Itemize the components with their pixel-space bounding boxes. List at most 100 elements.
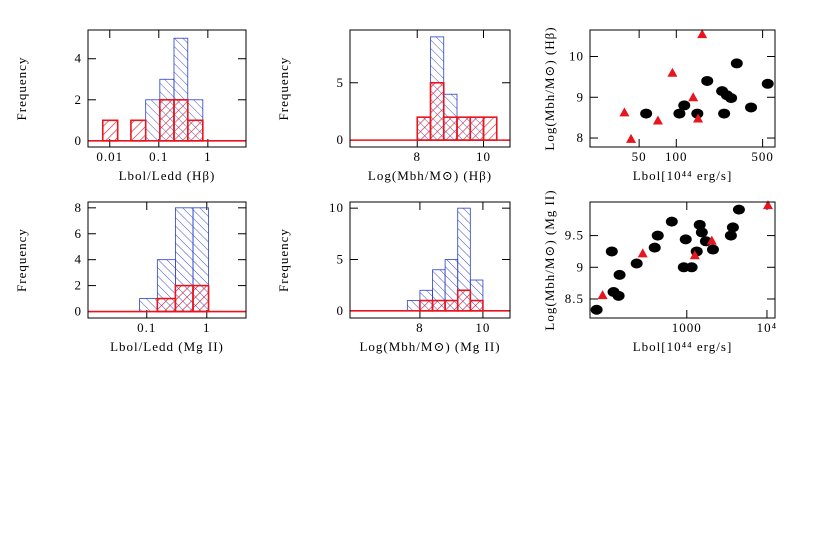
- plot-frame: [589, 201, 776, 319]
- y-tick-label: 0: [75, 304, 83, 319]
- x-tick-label: 8: [416, 320, 424, 335]
- point: [730, 58, 743, 69]
- plot-frame: [589, 29, 776, 148]
- y-axis-label: Log(Mbh/M⊙) (Mg II): [542, 189, 557, 330]
- y-tick-label: 9: [577, 259, 585, 274]
- x-tick-label: 10: [475, 320, 490, 335]
- y-tick-label: 8: [75, 200, 83, 215]
- histogram-bar: [156, 297, 177, 313]
- point: [637, 248, 648, 258]
- y-tick-label: 2: [75, 92, 83, 107]
- point: [688, 92, 699, 102]
- point: [706, 235, 717, 245]
- x-tick-label: 0.1: [137, 320, 156, 335]
- panel: 0.1 1 0 2 4 6 8 Lbol/Ledd (Mg II) Frequency: [14, 200, 247, 354]
- point: [762, 200, 773, 210]
- panel: 50 100 500 8 9 10 Lbol[10⁴⁴ erg/s] Log(Mbh/M⊙) …: [542, 26, 776, 183]
- y-axis-label: Frequency: [14, 228, 29, 292]
- histogram-bar: [173, 98, 189, 142]
- x-tick-label: 1000: [672, 320, 702, 335]
- point: [706, 244, 719, 255]
- point: [652, 115, 663, 125]
- x-axis-label: Lbol/Ledd (Hβ): [119, 168, 216, 183]
- x-tick-label: 50: [632, 149, 647, 164]
- point: [605, 246, 618, 257]
- point: [691, 108, 704, 119]
- x-axis-label: Lbol/Ledd (Mg II): [110, 339, 224, 354]
- point: [619, 107, 630, 117]
- y-tick-label: 9.5: [565, 228, 584, 243]
- y-tick-label: 0: [337, 303, 345, 318]
- x-tick-label: 10: [476, 149, 491, 164]
- point: [597, 290, 608, 300]
- y-axis-label: Frequency: [14, 57, 29, 121]
- point: [665, 216, 678, 227]
- y-tick-label: 6: [75, 226, 83, 241]
- y-tick-label: 4: [75, 252, 83, 267]
- y-tick-label: 8.5: [565, 291, 584, 306]
- point: [697, 29, 708, 39]
- point: [613, 269, 626, 280]
- histogram-bar: [186, 119, 204, 142]
- y-tick-label: 2: [75, 278, 83, 293]
- point: [732, 204, 745, 215]
- point: [689, 250, 700, 260]
- histogram-bar: [406, 300, 421, 312]
- point: [640, 108, 653, 119]
- histogram-bar: [130, 119, 147, 142]
- y-axis-label: Frequency: [276, 228, 291, 292]
- x-axis-label: Lbol[10⁴⁴ erg/s]: [633, 168, 733, 183]
- point: [745, 102, 758, 113]
- point: [718, 108, 731, 119]
- histogram-bar: [139, 298, 158, 312]
- histogram-bar: [469, 299, 484, 312]
- panel: 1000 10⁴ 8.5 9 9.5 Lbol[10⁴⁴ erg/s] Log(Mbh/M⊙…: [542, 189, 778, 354]
- plot-frame: [87, 29, 247, 148]
- point: [726, 222, 739, 233]
- point: [693, 219, 706, 230]
- x-tick-label: 100: [665, 149, 688, 164]
- point: [679, 234, 692, 245]
- x-axis-label: Lbol[10⁴⁴ erg/s]: [633, 339, 733, 354]
- y-tick-label: 0: [337, 132, 345, 147]
- x-tick-label: 10⁴: [757, 320, 778, 335]
- histogram-bar: [456, 289, 472, 312]
- y-axis-label: Frequency: [276, 57, 291, 121]
- y-axis-label: Log(Mbh/M⊙) (Hβ): [542, 26, 557, 150]
- x-axis-label: Log(Mbh/M⊙) (Mg II): [359, 339, 500, 354]
- point: [630, 258, 643, 269]
- histogram-bar: [159, 98, 175, 142]
- point: [612, 290, 625, 301]
- point: [693, 113, 704, 123]
- histogram-bar: [442, 116, 458, 141]
- histogram-bar: [456, 116, 472, 141]
- histogram-bar: [416, 116, 432, 141]
- panel: 8 10 0 5 Log(Mbh/M⊙) (Hβ) Frequency: [276, 29, 511, 183]
- plot-frame: [349, 201, 511, 319]
- y-tick-label: 4: [75, 51, 83, 66]
- histogram-bar: [482, 116, 498, 141]
- plot-frame: [87, 201, 247, 319]
- point: [685, 262, 698, 273]
- histogram-bar: [192, 284, 210, 313]
- x-tick-label: 1: [204, 149, 212, 164]
- point: [678, 100, 691, 111]
- point: [724, 230, 737, 241]
- x-tick-label: 0.1: [149, 149, 168, 164]
- histogram-bar: [469, 116, 485, 141]
- panel: 0.01 0.1 1 0 2 4 Lbol/Ledd (Hβ) Frequency: [14, 29, 247, 183]
- point: [648, 242, 661, 253]
- histogram-bar: [419, 299, 434, 312]
- point: [590, 304, 603, 315]
- y-tick-label: 10: [569, 48, 584, 63]
- point: [626, 133, 637, 143]
- histogram-bar: [444, 299, 459, 312]
- point: [673, 108, 686, 119]
- histogram-bar: [101, 119, 119, 142]
- x-tick-label: 8: [413, 149, 421, 164]
- point: [667, 67, 678, 77]
- y-tick-label: 10: [329, 200, 344, 215]
- plot-frame: [349, 29, 511, 148]
